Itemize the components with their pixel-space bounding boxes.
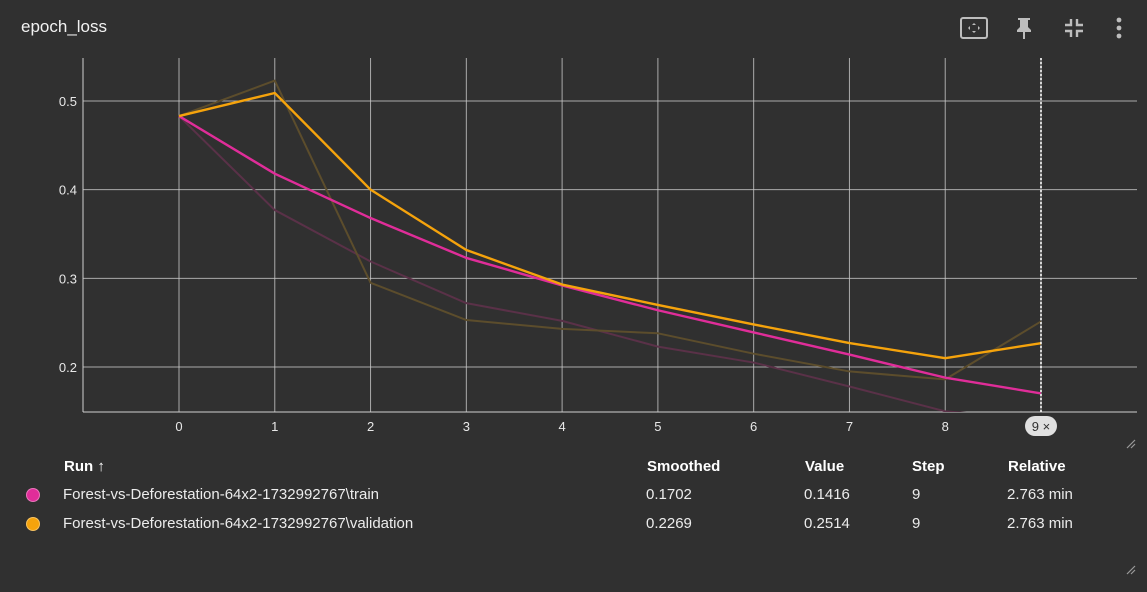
- series-layer: [178, 79, 1042, 419]
- pin-button[interactable]: [999, 12, 1049, 44]
- collapse-button[interactable]: [1049, 12, 1099, 44]
- line-chart[interactable]: 0.2 0.3 0.4 0.5 0 1 2 3 4 5 6 7 8 9 ×: [0, 0, 1147, 450]
- header-step[interactable]: Step: [912, 458, 945, 475]
- fit-domain-button[interactable]: [949, 12, 999, 44]
- smoothed-value: 0.1702: [646, 486, 692, 503]
- y-tick-label: 0.4: [59, 183, 77, 198]
- y-tick-label: 0.3: [59, 271, 77, 286]
- card-resize-handle[interactable]: [1126, 565, 1136, 575]
- series-line-train-raw[interactable]: [178, 115, 1041, 419]
- legend-row-validation[interactable]: Forest-vs-Deforestation-64x2-1732992767\…: [0, 509, 1147, 538]
- y-tick-label: 0.5: [59, 94, 77, 109]
- run-color-dot[interactable]: [26, 488, 40, 502]
- step-value: 9: [912, 486, 921, 503]
- step-chip[interactable]: [1025, 416, 1057, 436]
- header-smoothed[interactable]: Smoothed: [647, 458, 721, 475]
- x-tick-label: 5: [654, 419, 661, 434]
- series-line-validation-smoothed[interactable]: [178, 91, 1042, 360]
- more-options-button[interactable]: [1099, 12, 1139, 44]
- legend-header-row: Run ↑ Smoothed Value Step Relative: [0, 452, 1147, 481]
- x-tick-label: 0: [175, 419, 182, 434]
- header-value[interactable]: Value: [805, 458, 845, 475]
- fit-domain-icon: [960, 17, 988, 39]
- step-cursor: 9 ×: [1025, 58, 1057, 436]
- chart-resize-handle[interactable]: [1126, 439, 1136, 449]
- step-value: 9: [912, 515, 921, 532]
- x-tick-label: 3: [463, 419, 470, 434]
- legend-row-train[interactable]: Forest-vs-Deforestation-64x2-1732992767\…: [0, 480, 1147, 509]
- header-relative[interactable]: Relative: [1008, 458, 1066, 475]
- step-chip-label: 9 ×: [1032, 419, 1050, 434]
- x-tick-label: 8: [942, 419, 949, 434]
- raw-value: 0.2514: [804, 515, 850, 532]
- x-tick-label: 7: [846, 419, 853, 434]
- y-tick-label: 0.2: [59, 360, 77, 375]
- chart-toolbar: [949, 12, 1139, 44]
- header-run[interactable]: Run ↑: [64, 458, 105, 475]
- x-tick-label: 2: [367, 419, 374, 434]
- series-line-validation-raw[interactable]: [178, 79, 1042, 381]
- relative-value: 2.763 min: [1007, 515, 1073, 532]
- run-color-dot[interactable]: [26, 517, 40, 531]
- axes: 0.2 0.3 0.4 0.5 0 1 2 3 4 5 6 7 8: [59, 58, 1137, 434]
- chart-title: epoch_loss: [21, 17, 108, 36]
- run-name: Forest-vs-Deforestation-64x2-1732992767\…: [63, 515, 414, 532]
- x-tick-label: 1: [271, 419, 278, 434]
- x-tick-label: 4: [558, 419, 565, 434]
- relative-value: 2.763 min: [1007, 486, 1073, 503]
- x-tick-label: 6: [750, 419, 757, 434]
- more-vert-icon: [1116, 17, 1122, 39]
- series-line-train-smoothed[interactable]: [178, 115, 1042, 395]
- smoothed-value: 0.2269: [646, 515, 692, 532]
- run-name: Forest-vs-Deforestation-64x2-1732992767\…: [63, 486, 380, 503]
- collapse-icon: [1065, 19, 1083, 37]
- pin-icon: [1017, 18, 1031, 39]
- raw-value: 0.1416: [804, 486, 850, 503]
